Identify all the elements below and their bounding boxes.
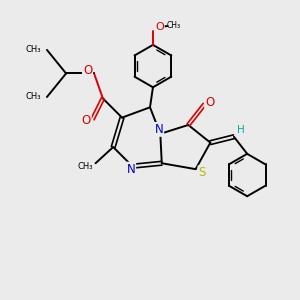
Text: CH₃: CH₃ bbox=[77, 162, 93, 171]
Text: CH₃: CH₃ bbox=[167, 21, 181, 30]
Text: O: O bbox=[155, 22, 164, 32]
Text: O: O bbox=[205, 96, 214, 110]
Text: CH₃: CH₃ bbox=[26, 45, 41, 54]
Text: H: H bbox=[236, 125, 244, 135]
Text: S: S bbox=[198, 166, 206, 179]
Text: O: O bbox=[83, 64, 92, 77]
Text: O: O bbox=[82, 114, 91, 127]
Text: N: N bbox=[127, 163, 135, 176]
Text: N: N bbox=[154, 123, 163, 136]
Text: CH₃: CH₃ bbox=[26, 92, 41, 101]
